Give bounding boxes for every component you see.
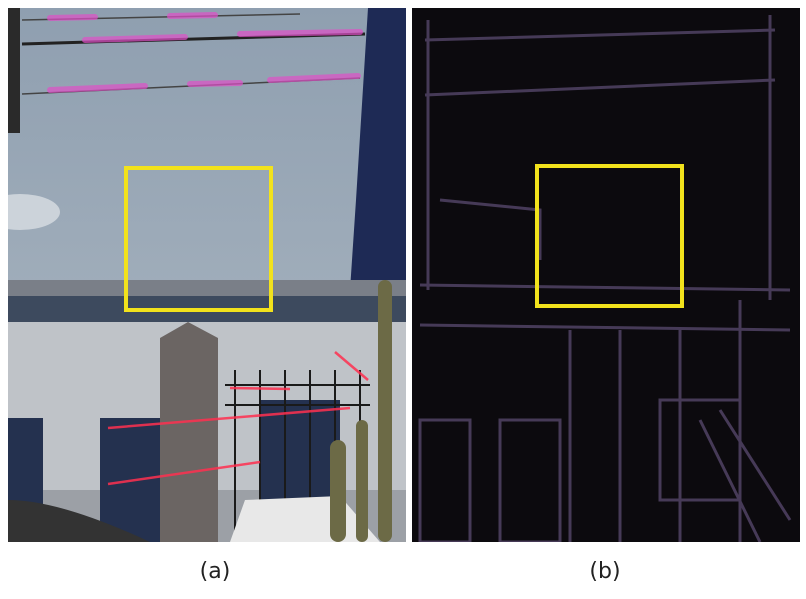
caption: (a) xyxy=(200,559,231,584)
photo-a xyxy=(8,8,406,542)
caption: (b) xyxy=(589,559,620,584)
photo-b xyxy=(412,8,800,542)
